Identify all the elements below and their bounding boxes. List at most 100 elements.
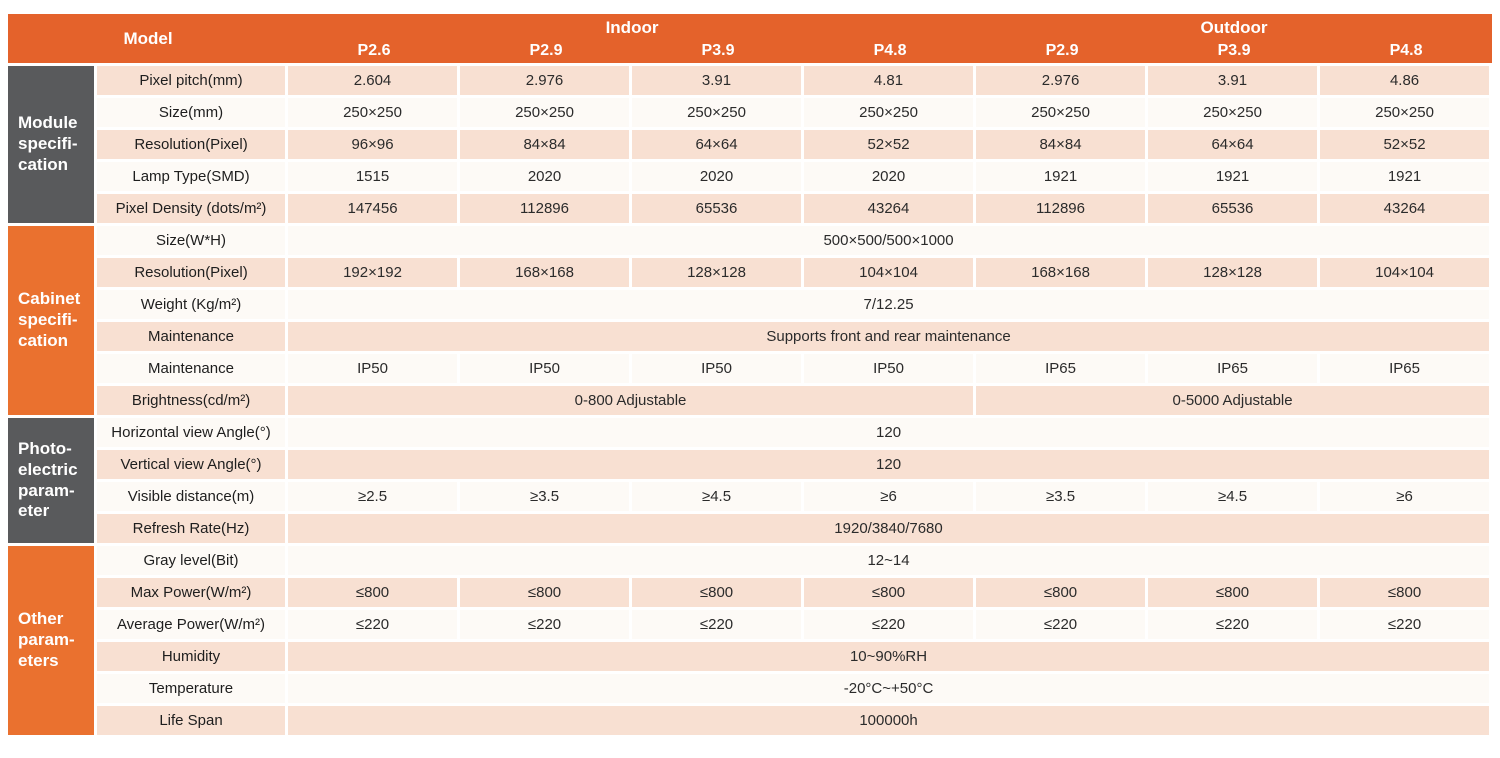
row-label: Gray level(Bit)	[97, 546, 289, 578]
spec-cell: 112896	[460, 194, 633, 226]
spec-cell: IP50	[460, 354, 633, 386]
spec-cell: IP65	[976, 354, 1149, 386]
spec-cell: ≥4.5	[1148, 482, 1321, 514]
spec-cell: 43264	[804, 194, 977, 226]
spec-cell: 65536	[1148, 194, 1321, 226]
spec-cell: ≤220	[804, 610, 977, 642]
spec-cell: 128×128	[1148, 258, 1321, 290]
table-row: Weight (Kg/m²) 7/12.25	[8, 290, 1493, 322]
spec-cell: 147456	[288, 194, 461, 226]
column-header-outdoor-p3-9: P3.9	[1148, 39, 1321, 66]
spec-cell: ≥4.5	[632, 482, 805, 514]
header-row-sections: Model Indoor Outdoor	[8, 14, 1493, 66]
spec-cell: 52×52	[1320, 130, 1493, 162]
table-row: Lamp Type(SMD) 1515 2020 2020 2020 1921 …	[8, 162, 1493, 194]
spec-cell-span: 7/12.25	[288, 290, 1493, 322]
group-label-cabinet-specification: Cabinet specifi- cation	[8, 226, 97, 418]
row-label: Resolution(Pixel)	[97, 130, 289, 162]
spec-cell: ≥3.5	[976, 482, 1149, 514]
spec-cell-outdoor-span: 0-5000 Adjustable	[976, 386, 1493, 418]
table-row: Visible distance(m) ≥2.5 ≥3.5 ≥4.5 ≥6 ≥3…	[8, 482, 1493, 514]
spec-cell: 84×84	[460, 130, 633, 162]
row-label: Weight (Kg/m²)	[97, 290, 289, 322]
spec-cell: ≤800	[804, 578, 977, 610]
spec-cell-span: 12~14	[288, 546, 1493, 578]
row-label: Maintenance	[97, 322, 289, 354]
table-row: Temperature -20°C~+50°C	[8, 674, 1493, 706]
spec-cell: ≥2.5	[288, 482, 461, 514]
column-header-indoor-p2-9: P2.9	[460, 39, 633, 66]
row-label: Size(W*H)	[97, 226, 289, 258]
row-label: Vertical view Angle(°)	[97, 450, 289, 482]
spec-cell: IP50	[804, 354, 977, 386]
row-label: Maintenance	[97, 354, 289, 386]
spec-cell: IP50	[632, 354, 805, 386]
table-row: Maintenance IP50 IP50 IP50 IP50 IP65 IP6…	[8, 354, 1493, 386]
table-row: Maintenance Supports front and rear main…	[8, 322, 1493, 354]
row-label: Pixel Density (dots/m²)	[97, 194, 289, 226]
spec-cell: 2020	[804, 162, 977, 194]
spec-cell: ≤800	[632, 578, 805, 610]
spec-cell: 4.86	[1320, 66, 1493, 98]
spec-cell: 2.976	[976, 66, 1149, 98]
spec-cell: 2.604	[288, 66, 461, 98]
spec-cell: ≥3.5	[460, 482, 633, 514]
spec-cell: 250×250	[804, 98, 977, 130]
group-label-other-parameters: Other param- eters	[8, 546, 97, 738]
spec-cell: 250×250	[460, 98, 633, 130]
spec-cell: 1921	[976, 162, 1149, 194]
row-label: Max Power(W/m²)	[97, 578, 289, 610]
spec-cell-span: 1920/3840/7680	[288, 514, 1493, 546]
spec-cell-span: 120	[288, 450, 1493, 482]
spec-cell: ≤220	[460, 610, 633, 642]
row-label: Lamp Type(SMD)	[97, 162, 289, 194]
spec-cell: 2020	[460, 162, 633, 194]
spec-table: Model Indoor Outdoor P2.6 P2.9 P3.9 P4.8…	[8, 14, 1493, 738]
spec-cell: 168×168	[460, 258, 633, 290]
model-header: Model	[8, 14, 289, 66]
spec-cell: 104×104	[1320, 258, 1493, 290]
spec-cell: 128×128	[632, 258, 805, 290]
spec-cell: 64×64	[1148, 130, 1321, 162]
header-row-models: P2.6 P2.9 P3.9 P4.8 P2.9 P3.9 P4.8	[8, 39, 1493, 66]
spec-cell: ≥6	[1320, 482, 1493, 514]
spec-cell: ≥6	[804, 482, 977, 514]
spec-cell: 3.91	[632, 66, 805, 98]
spec-cell: ≤800	[976, 578, 1149, 610]
spec-cell: ≤800	[1148, 578, 1321, 610]
spec-cell: 1515	[288, 162, 461, 194]
row-label: Resolution(Pixel)	[97, 258, 289, 290]
table-body: Module specifi- cation Pixel pitch(mm) 2…	[8, 66, 1493, 738]
table-row: Brightness(cd/m²) 0-800 Adjustable 0-500…	[8, 386, 1493, 418]
spec-cell: 43264	[1320, 194, 1493, 226]
table-row: Pixel Density (dots/m²) 147456 112896 65…	[8, 194, 1493, 226]
spec-cell: 104×104	[804, 258, 977, 290]
row-label: Size(mm)	[97, 98, 289, 130]
table-row: Resolution(Pixel) 192×192 168×168 128×12…	[8, 258, 1493, 290]
section-header-indoor: Indoor	[288, 14, 977, 39]
table-row: Refresh Rate(Hz) 1920/3840/7680	[8, 514, 1493, 546]
spec-cell: 168×168	[976, 258, 1149, 290]
spec-cell-span: 10~90%RH	[288, 642, 1493, 674]
table-header: Model Indoor Outdoor P2.6 P2.9 P3.9 P4.8…	[8, 14, 1493, 66]
spec-cell: ≤800	[460, 578, 633, 610]
spec-cell-span: 500×500/500×1000	[288, 226, 1493, 258]
spec-cell: 84×84	[976, 130, 1149, 162]
spec-cell: 2020	[632, 162, 805, 194]
spec-cell: 65536	[632, 194, 805, 226]
spec-cell: ≤800	[1320, 578, 1493, 610]
column-header-indoor-p4-8: P4.8	[804, 39, 977, 66]
spec-cell: ≤220	[976, 610, 1149, 642]
table-row: Max Power(W/m²) ≤800 ≤800 ≤800 ≤800 ≤800…	[8, 578, 1493, 610]
column-header-outdoor-p2-9: P2.9	[976, 39, 1149, 66]
spec-cell-span: Supports front and rear maintenance	[288, 322, 1493, 354]
row-label: Pixel pitch(mm)	[97, 66, 289, 98]
spec-cell: 250×250	[1320, 98, 1493, 130]
spec-cell-span: 120	[288, 418, 1493, 450]
spec-cell: 192×192	[288, 258, 461, 290]
table-row: Life Span 100000h	[8, 706, 1493, 738]
spec-cell: IP65	[1320, 354, 1493, 386]
row-label: Brightness(cd/m²)	[97, 386, 289, 418]
spec-cell: ≤220	[288, 610, 461, 642]
